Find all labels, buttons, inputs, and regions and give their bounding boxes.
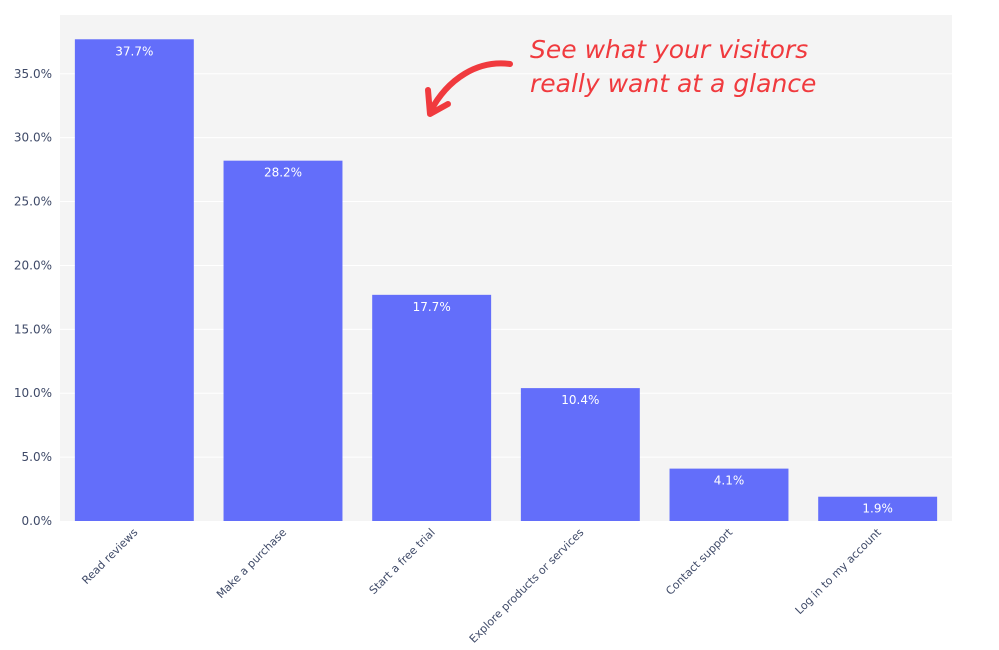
annotation-line-1: See what your visitors <box>530 35 808 64</box>
x-category-label: Read reviews <box>79 526 140 587</box>
y-tick-label: 15.0% <box>14 322 52 336</box>
bars <box>74 39 938 522</box>
bar <box>818 496 938 521</box>
y-tick-label: 30.0% <box>14 131 52 145</box>
x-axis-category-labels: Read reviews Make a purchase Start a free … <box>79 525 884 645</box>
x-category-label: Log in to my account <box>793 525 885 617</box>
y-tick-label: 25.0% <box>14 195 52 209</box>
y-tick-label: 10.0% <box>14 386 52 400</box>
data-labels: 37.7% 28.2% 17.7% 10.4% 4.1% 1.9% <box>115 44 893 515</box>
annotation-line-2: really want at a glance <box>530 69 816 98</box>
y-tick-label: 0.0% <box>22 514 53 528</box>
bar <box>223 160 343 521</box>
plot-background <box>60 15 952 521</box>
x-category-label: Contact support <box>663 525 735 597</box>
bar-value-label: 28.2% <box>264 166 302 180</box>
grid-lines <box>60 73 952 458</box>
bar <box>372 294 492 521</box>
bar-value-label: 4.1% <box>714 474 745 488</box>
bar-value-label: 17.7% <box>413 300 451 314</box>
y-tick-label: 20.0% <box>14 258 52 272</box>
y-axis-tick-labels: 0.0% 5.0% 10.0% 15.0% 20.0% 25.0% 30.0% 35.0% <box>14 67 52 528</box>
x-category-label: Make a purchase <box>214 526 289 601</box>
annotation: See what your visitors really want at a … <box>425 35 816 117</box>
curved-arrow-icon <box>425 60 513 117</box>
bar <box>669 468 789 521</box>
bar-value-label: 10.4% <box>561 393 599 407</box>
x-category-label: Explore products or services <box>467 526 587 646</box>
bar <box>74 39 194 522</box>
y-tick-label: 35.0% <box>14 67 52 81</box>
bar <box>520 388 640 521</box>
bar-value-label: 37.7% <box>115 44 153 58</box>
bar-value-label: 1.9% <box>862 502 893 516</box>
y-tick-label: 5.0% <box>22 450 53 464</box>
x-category-label: Start a free trial <box>367 526 438 597</box>
